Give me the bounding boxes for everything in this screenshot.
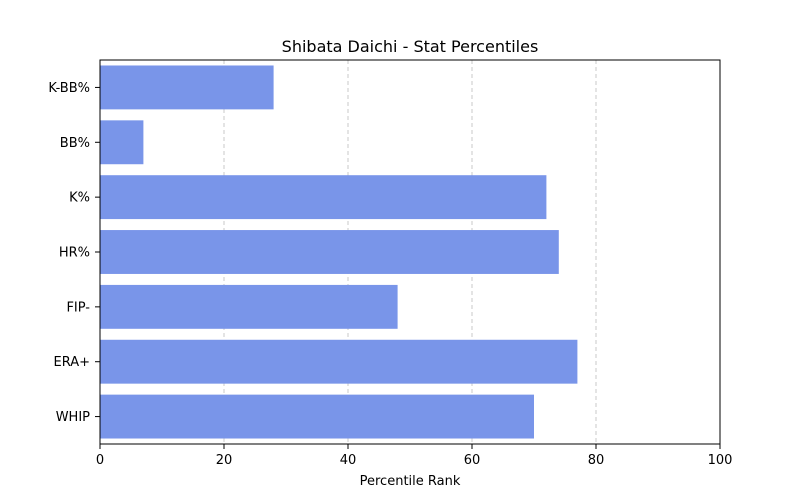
bar (100, 394, 534, 439)
y-tick-label: FIP- (66, 300, 90, 315)
y-tick-label: ERA+ (53, 355, 90, 370)
y-tick-label: HR% (59, 246, 90, 261)
y-tick-label: WHIP (56, 410, 90, 425)
x-tick-label: 20 (216, 453, 233, 468)
x-ticks-layer: 0 20 40 60 80 100 (96, 444, 733, 468)
x-tick-label: 40 (340, 453, 357, 468)
x-tick-label: 100 (708, 453, 733, 468)
bars-layer (100, 65, 578, 439)
bar (100, 120, 144, 165)
bar (100, 65, 274, 110)
y-tick-label: K% (69, 191, 90, 206)
x-tick-label: 80 (588, 453, 605, 468)
y-tick-label: BB% (60, 136, 90, 151)
x-axis-label: Percentile Rank (360, 474, 461, 489)
x-tick-label: 0 (96, 453, 104, 468)
y-tick-label: K-BB% (48, 81, 90, 96)
chart-title: Shibata Daichi - Stat Percentiles (282, 37, 539, 56)
bar (100, 284, 398, 329)
x-tick-label: 60 (464, 453, 481, 468)
y-ticks-layer: K-BB% BB% K% HR% FIP- ERA+ WHIP (48, 81, 100, 425)
bar (100, 230, 559, 274)
bar (100, 339, 578, 384)
bar (100, 175, 547, 220)
